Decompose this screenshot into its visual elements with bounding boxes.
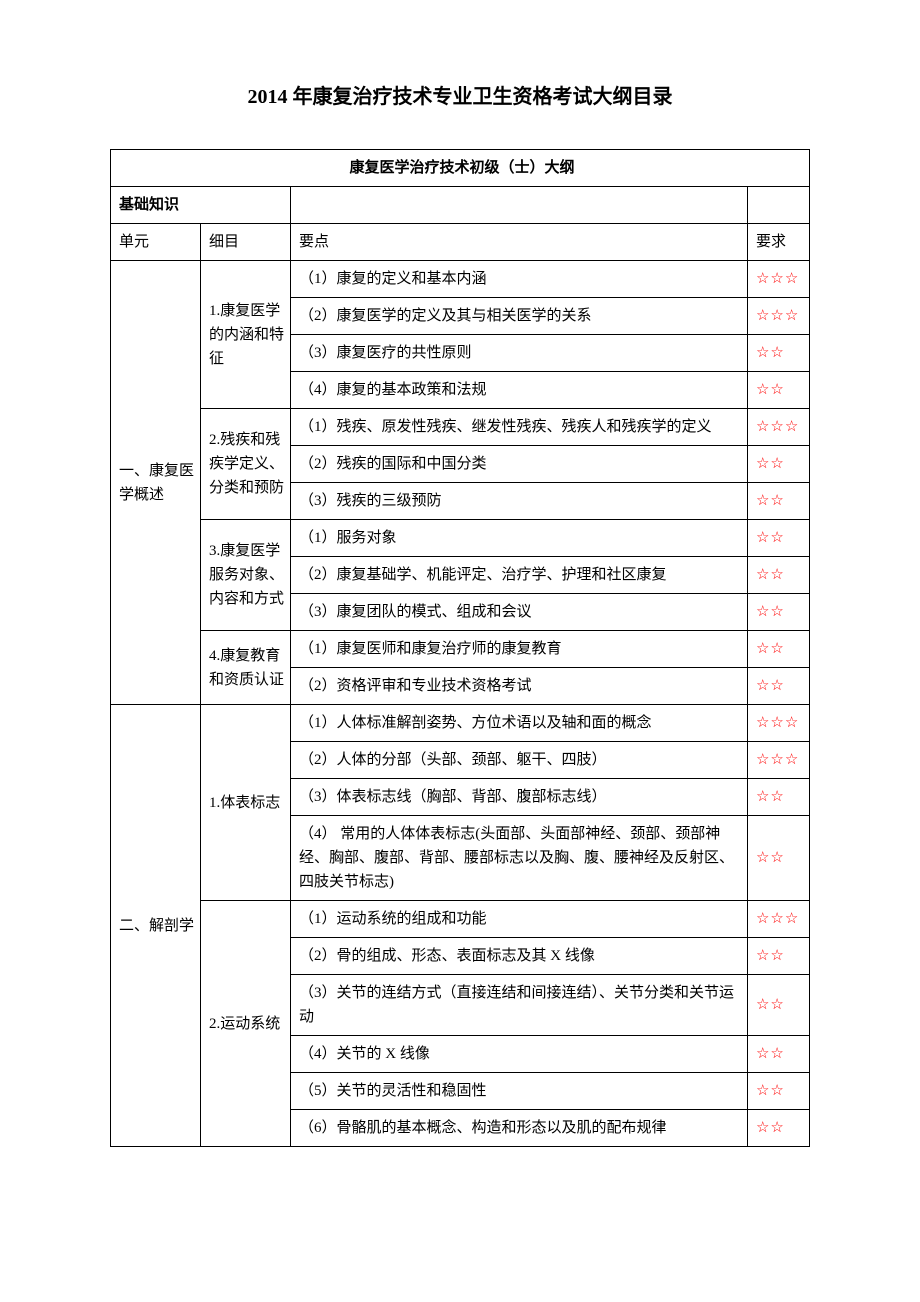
point-cell: （6）骨骼肌的基本概念、构造和形态以及肌的配布规律 (291, 1110, 748, 1147)
requirement-cell: ☆☆ (747, 372, 809, 409)
requirement-cell: ☆☆ (747, 520, 809, 557)
requirement-cell: ☆☆ (747, 938, 809, 975)
section-head-cell: 基础知识 (111, 187, 291, 224)
table-row: 4.康复教育和资质认证（1）康复医师和康复治疗师的康复教育☆☆ (111, 631, 810, 668)
table-row: 一、康复医学概述1.康复医学的内涵和特征（1）康复的定义和基本内涵☆☆☆ (111, 261, 810, 298)
requirement-cell: ☆☆ (747, 816, 809, 901)
requirement-cell: ☆☆☆ (747, 705, 809, 742)
requirement-cell: ☆☆☆ (747, 742, 809, 779)
table-row: 2.运动系统（1）运动系统的组成和功能☆☆☆ (111, 901, 810, 938)
point-cell: （1）运动系统的组成和功能 (291, 901, 748, 938)
sub-cell: 1.康复医学的内涵和特征 (201, 261, 291, 409)
sub-cell: 4.康复教育和资质认证 (201, 631, 291, 705)
requirement-cell: ☆☆ (747, 631, 809, 668)
point-cell: （3）体表标志线（胸部、背部、腹部标志线） (291, 779, 748, 816)
column-header-point: 要点 (291, 224, 748, 261)
unit-cell: 二、解剖学 (111, 705, 201, 1147)
point-cell: （3）关节的连结方式（直接连结和间接连结）、关节分类和关节运动 (291, 975, 748, 1036)
requirement-cell: ☆☆☆ (747, 409, 809, 446)
requirement-cell: ☆☆☆ (747, 298, 809, 335)
point-cell: （1）残疾、原发性残疾、继发性残疾、残疾人和残疾学的定义 (291, 409, 748, 446)
requirement-cell: ☆☆ (747, 594, 809, 631)
table-title-cell: 康复医学治疗技术初级（士）大纲 (111, 150, 810, 187)
point-cell: （1）康复医师和康复治疗师的康复教育 (291, 631, 748, 668)
column-header-sub: 细目 (201, 224, 291, 261)
sub-cell: 2.运动系统 (201, 901, 291, 1147)
requirement-cell: ☆☆ (747, 668, 809, 705)
requirement-cell: ☆☆ (747, 1110, 809, 1147)
requirement-cell: ☆☆☆ (747, 901, 809, 938)
column-header-req: 要求 (747, 224, 809, 261)
point-cell: （2）人体的分部（头部、颈部、躯干、四肢） (291, 742, 748, 779)
point-cell: （4）康复的基本政策和法规 (291, 372, 748, 409)
table-row: 2.残疾和残疾学定义、分类和预防（1）残疾、原发性残疾、继发性残疾、残疾人和残疾… (111, 409, 810, 446)
column-header-unit: 单元 (111, 224, 201, 261)
requirement-cell: ☆☆ (747, 779, 809, 816)
point-cell: （1）人体标准解剖姿势、方位术语以及轴和面的概念 (291, 705, 748, 742)
requirement-cell: ☆☆ (747, 975, 809, 1036)
requirement-cell: ☆☆ (747, 557, 809, 594)
point-cell: （3）康复医疗的共性原则 (291, 335, 748, 372)
point-cell: （5）关节的灵活性和稳固性 (291, 1073, 748, 1110)
requirement-cell: ☆☆ (747, 1036, 809, 1073)
empty-cell (747, 187, 809, 224)
point-cell: （2）康复医学的定义及其与相关医学的关系 (291, 298, 748, 335)
point-cell: （3）残疾的三级预防 (291, 483, 748, 520)
point-cell: （2）康复基础学、机能评定、治疗学、护理和社区康复 (291, 557, 748, 594)
point-cell: （4） 常用的人体体表标志(头面部、头面部神经、颈部、颈部神经、胸部、腹部、背部… (291, 816, 748, 901)
point-cell: （2）骨的组成、形态、表面标志及其 X 线像 (291, 938, 748, 975)
sub-cell: 3.康复医学服务对象、内容和方式 (201, 520, 291, 631)
point-cell: （4）关节的 X 线像 (291, 1036, 748, 1073)
requirement-cell: ☆☆ (747, 483, 809, 520)
requirement-cell: ☆☆☆ (747, 261, 809, 298)
point-cell: （1）康复的定义和基本内涵 (291, 261, 748, 298)
page-title: 2014 年康复治疗技术专业卫生资格考试大纲目录 (110, 80, 810, 109)
requirement-cell: ☆☆ (747, 446, 809, 483)
sub-cell: 1.体表标志 (201, 705, 291, 901)
point-cell: （2）残疾的国际和中国分类 (291, 446, 748, 483)
point-cell: （3）康复团队的模式、组成和会议 (291, 594, 748, 631)
table-row: 3.康复医学服务对象、内容和方式（1）服务对象☆☆ (111, 520, 810, 557)
point-cell: （1）服务对象 (291, 520, 748, 557)
sub-cell: 2.残疾和残疾学定义、分类和预防 (201, 409, 291, 520)
unit-cell: 一、康复医学概述 (111, 261, 201, 705)
requirement-cell: ☆☆ (747, 1073, 809, 1110)
syllabus-table: 康复医学治疗技术初级（士）大纲基础知识单元细目要点要求一、康复医学概述1.康复医… (110, 149, 810, 1147)
requirement-cell: ☆☆ (747, 335, 809, 372)
empty-cell (291, 187, 748, 224)
table-row: 二、解剖学1.体表标志（1）人体标准解剖姿势、方位术语以及轴和面的概念☆☆☆ (111, 705, 810, 742)
point-cell: （2）资格评审和专业技术资格考试 (291, 668, 748, 705)
